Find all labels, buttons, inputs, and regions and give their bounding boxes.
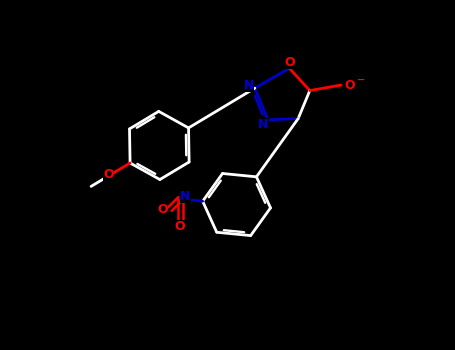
Text: N: N [244, 79, 254, 92]
Text: O: O [284, 56, 295, 69]
Text: N: N [258, 118, 268, 131]
Text: −: − [357, 75, 365, 85]
Text: O: O [103, 168, 114, 181]
Text: O: O [158, 203, 168, 216]
Text: O: O [175, 220, 185, 233]
Text: O: O [344, 78, 354, 92]
Text: N: N [180, 190, 191, 203]
